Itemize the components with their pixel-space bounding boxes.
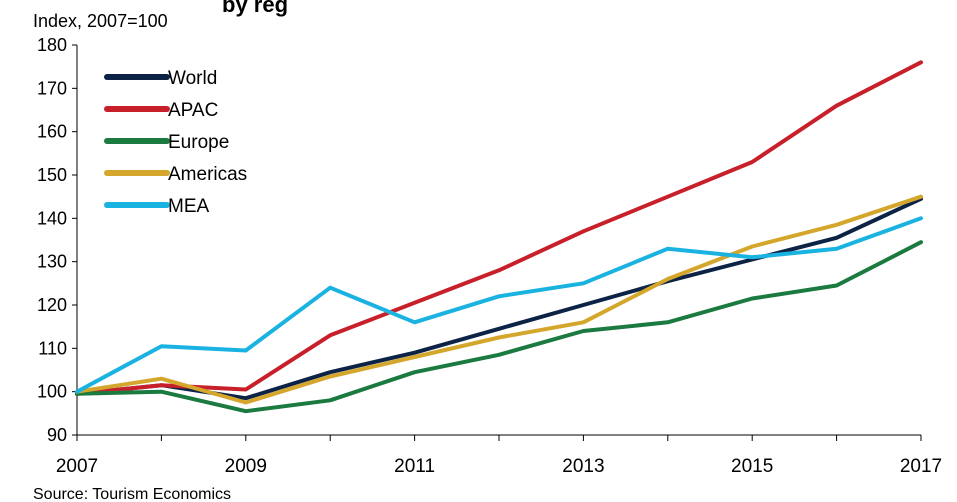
x-tick-label: 2015: [731, 456, 773, 477]
y-tick-label: 150: [37, 165, 67, 185]
x-tick-label: 2011: [394, 456, 435, 477]
series-line-world: [75, 196, 923, 401]
x-tick-label: 2009: [225, 456, 267, 477]
legend-label-mea: MEA: [168, 196, 210, 217]
series-line-americas: [75, 194, 923, 405]
y-axis-label: Index, 2007=100: [33, 11, 168, 31]
series-line-europe: [75, 240, 923, 414]
axes: 90 100 110 120 130 140 150 160 170 180 2007 2009 201…: [37, 35, 942, 477]
series-line-mea: [75, 216, 923, 394]
legend-label-europe: Europe: [168, 132, 229, 153]
y-tick-label: 180: [37, 35, 67, 55]
y-tick-label: 120: [37, 295, 67, 315]
y-tick-label: 100: [37, 382, 67, 402]
legend-label-world: World: [168, 68, 217, 89]
legend-label-americas: Americas: [168, 164, 247, 185]
x-tick-label: 2013: [562, 456, 604, 477]
x-tick-label: 2007: [56, 456, 98, 477]
source-note: Source: Tourism Economics: [33, 486, 231, 502]
y-tick-label: 170: [37, 78, 67, 98]
y-tick-label: 130: [37, 252, 67, 272]
y-tick-label: 160: [37, 122, 67, 142]
y-tick-label: 110: [38, 338, 67, 358]
series-lines: [75, 60, 923, 414]
legend: World APAC Europe Americas MEA: [104, 68, 247, 217]
x-tick-label: 2017: [900, 456, 942, 477]
series-line-apac: [75, 60, 923, 396]
legend-label-apac: APAC: [168, 100, 218, 121]
chart-title-partial: by reg: [222, 0, 288, 17]
y-tick-label: 90: [47, 425, 67, 445]
y-tick-label: 140: [37, 208, 67, 228]
